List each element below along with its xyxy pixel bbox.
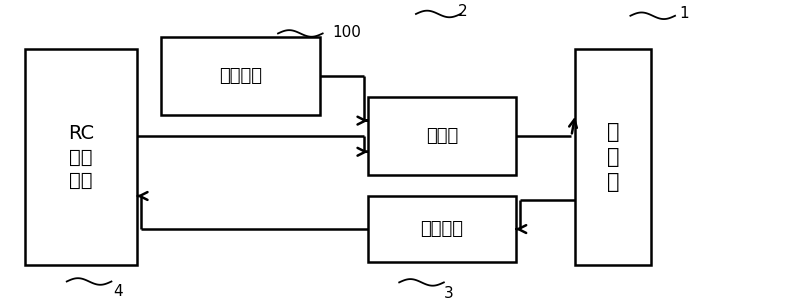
Bar — [575, 49, 651, 265]
Text: 4: 4 — [113, 285, 122, 299]
Bar — [161, 37, 320, 115]
Text: 单
片
机: 单 片 机 — [607, 123, 619, 192]
Text: 2: 2 — [458, 4, 467, 19]
Text: 1: 1 — [679, 6, 689, 21]
Text: 100: 100 — [332, 25, 361, 40]
Bar — [368, 97, 515, 175]
Text: 待测电压: 待测电压 — [219, 67, 262, 85]
Text: 3: 3 — [444, 286, 454, 301]
Text: RC
充放
电路: RC 充放 电路 — [68, 124, 94, 190]
Text: 比较器: 比较器 — [426, 127, 458, 145]
Text: 开关电路: 开关电路 — [420, 220, 463, 238]
Bar — [368, 196, 515, 262]
Bar — [26, 49, 137, 265]
